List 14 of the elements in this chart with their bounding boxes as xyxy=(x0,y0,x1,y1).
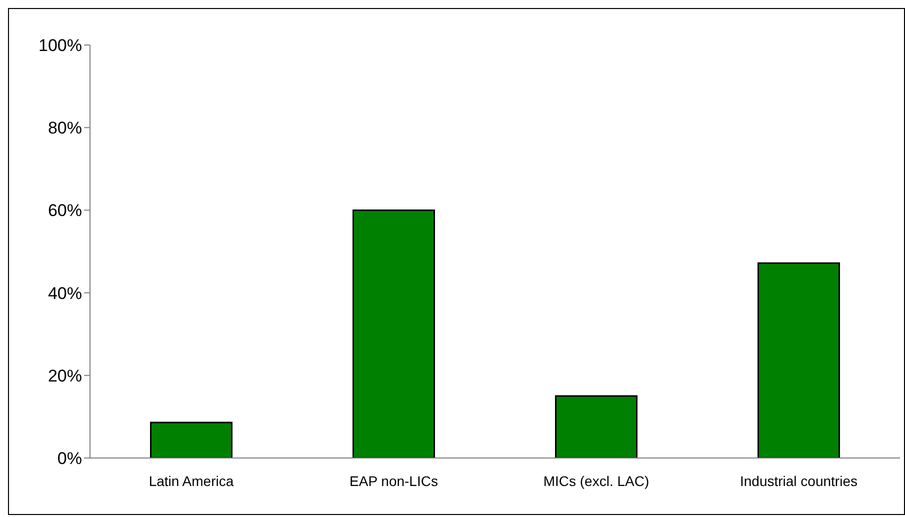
y-tick-label: 20% xyxy=(48,366,82,386)
x-tick-label: Industrial countries xyxy=(740,472,858,489)
x-tick-label: Latin America xyxy=(148,472,234,489)
bar xyxy=(555,395,638,458)
x-tick-label: EAP non-LICs xyxy=(350,472,438,489)
x-tick-label: MICs (excl. LAC) xyxy=(543,472,650,489)
y-tick-label: 40% xyxy=(48,284,82,303)
bar xyxy=(150,422,232,458)
y-tick-label: 80% xyxy=(48,118,82,138)
bar xyxy=(352,209,435,458)
y-tick-label: 100% xyxy=(38,36,82,56)
y-tick-label: 60% xyxy=(48,201,82,220)
bar xyxy=(758,262,840,458)
y-tick-label: 0% xyxy=(57,449,82,468)
